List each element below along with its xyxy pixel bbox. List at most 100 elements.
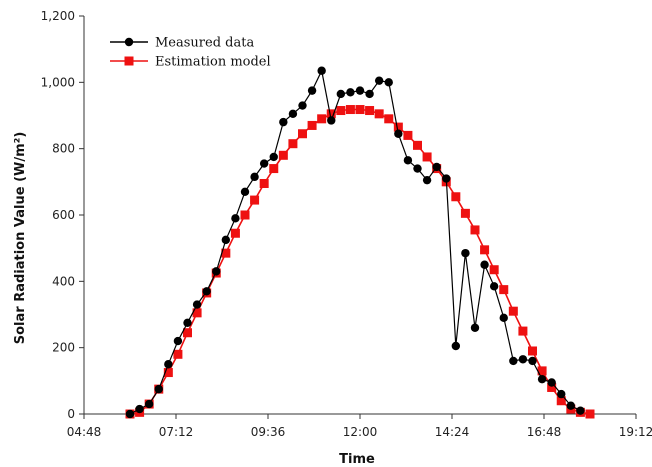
data-point [556, 396, 566, 406]
data-point [547, 382, 557, 392]
data-point [298, 101, 307, 110]
data-point [537, 374, 547, 384]
data-point [480, 245, 490, 255]
data-point [470, 225, 480, 235]
data-point [393, 122, 403, 132]
data-point [259, 178, 269, 188]
data-point [374, 76, 384, 85]
x-axis-title: Time [339, 452, 375, 467]
data-point [212, 267, 221, 276]
data-point [451, 192, 461, 202]
series-estimation [125, 105, 595, 419]
data-point [374, 109, 384, 119]
data-point [480, 260, 489, 269]
data-point [144, 399, 154, 409]
y-axis-title: Solar Radiation Value (W/m²) [13, 132, 28, 345]
data-point [163, 368, 173, 378]
data-point [125, 409, 135, 419]
x-axis-ticks: 04:48 07:12 09:36 12:00 14:24 16:48 19:12 [67, 414, 652, 439]
data-point [461, 248, 470, 258]
y-tick-label: 1,000 [41, 75, 75, 89]
data-point [221, 248, 231, 258]
data-point [365, 89, 374, 99]
x-tick-label: 09:36 [251, 425, 286, 439]
data-point [355, 105, 365, 115]
data-point [298, 129, 307, 139]
legend-label: Measured data [155, 36, 254, 51]
data-point [269, 152, 278, 162]
data-point [403, 130, 413, 140]
data-point [288, 139, 298, 149]
data-point [279, 117, 288, 127]
data-point [470, 323, 480, 332]
data-point [183, 318, 192, 327]
data-point [355, 86, 365, 95]
data-point [489, 265, 499, 275]
data-point [509, 356, 518, 366]
data-point [518, 326, 528, 336]
data-point [231, 214, 240, 223]
data-point [566, 401, 576, 410]
data-point [499, 285, 509, 295]
data-point [336, 89, 346, 99]
data-point [173, 336, 183, 346]
y-tick-label: 600 [52, 208, 75, 222]
data-point [422, 175, 432, 185]
data-point [317, 66, 326, 75]
data-point [345, 105, 355, 115]
legend-item: Estimation model [110, 55, 271, 70]
data-point [547, 378, 556, 387]
y-tick-label: 1,200 [41, 9, 75, 23]
x-tick-label: 04:48 [67, 425, 102, 439]
data-point [403, 156, 413, 165]
data-point [336, 106, 346, 116]
data-point [432, 162, 441, 172]
legend-item: Measured data [110, 36, 254, 51]
y-tick-label: 400 [52, 274, 75, 288]
x-tick-label: 19:12 [619, 425, 652, 439]
data-point [164, 360, 173, 369]
data-point [365, 106, 375, 116]
y-tick-label: 200 [52, 341, 75, 355]
data-point [288, 109, 298, 119]
legend-label: Estimation model [155, 55, 271, 70]
data-point [557, 389, 566, 399]
data-point [451, 341, 461, 351]
data-point [259, 159, 269, 168]
data-point [240, 210, 250, 220]
legend: Measured data Estimation model [110, 36, 271, 70]
data-point [192, 300, 202, 309]
data-point [585, 409, 595, 419]
data-point [442, 174, 451, 183]
y-axis-ticks: 0 200 400 600 800 1,000 1,200 [41, 9, 84, 421]
data-point [154, 384, 163, 394]
y-tick-label: 800 [52, 142, 75, 156]
x-tick-label: 12:00 [343, 425, 378, 439]
data-point [394, 129, 403, 138]
x-tick-label: 16:48 [527, 425, 562, 439]
data-point [518, 355, 528, 364]
data-point [202, 287, 211, 296]
y-tick-label: 0 [67, 407, 75, 421]
axes [83, 16, 636, 415]
data-point [326, 109, 336, 119]
data-point [173, 349, 183, 359]
data-point [528, 356, 537, 366]
data-point [327, 116, 336, 125]
data-point [183, 328, 192, 338]
data-point [269, 164, 279, 174]
data-point [413, 164, 422, 173]
data-point [230, 228, 240, 238]
data-point [384, 114, 394, 124]
data-point [499, 313, 508, 323]
legend-swatch-marker [124, 56, 134, 66]
data-point [384, 78, 393, 87]
data-point [489, 282, 499, 291]
x-tick-label: 14:24 [435, 425, 470, 439]
data-point [576, 406, 585, 415]
data-point [413, 140, 422, 150]
legend-swatch-marker [124, 37, 134, 47]
data-point [317, 114, 327, 124]
data-point [278, 150, 288, 160]
